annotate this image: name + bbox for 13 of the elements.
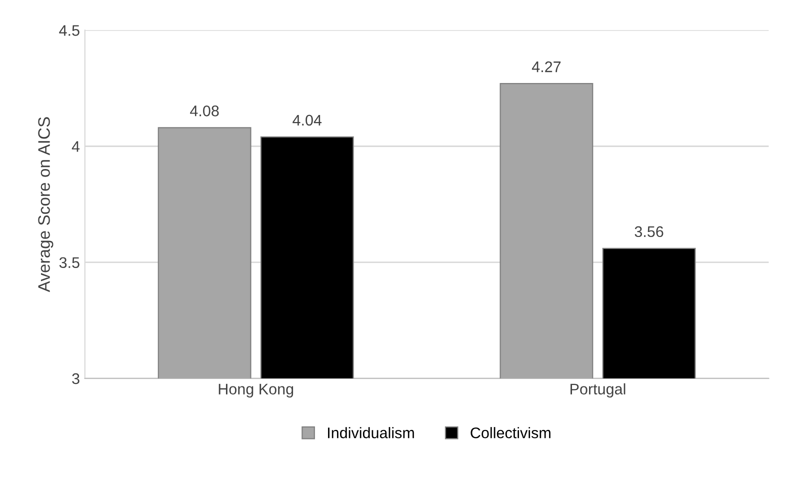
y-axis-title: Average Score on AICS: [38, 117, 54, 292]
x-tick-label: Hong Kong: [218, 384, 294, 398]
y-tick-label: 3: [72, 373, 80, 384]
data-label: 4.08: [190, 106, 219, 116]
legend-label: Collectivism: [470, 427, 550, 438]
legend-label: Individualism: [328, 427, 414, 438]
data-label: 4.04: [292, 114, 322, 126]
data-label: 4.27: [532, 61, 561, 72]
x-tick-label: Portugal: [570, 383, 626, 398]
y-tick-label: 4: [72, 141, 80, 152]
data-label: 3.56: [634, 226, 664, 238]
y-tick-label: 4.5: [59, 25, 80, 36]
y-tick-label: 3.5: [59, 257, 80, 268]
